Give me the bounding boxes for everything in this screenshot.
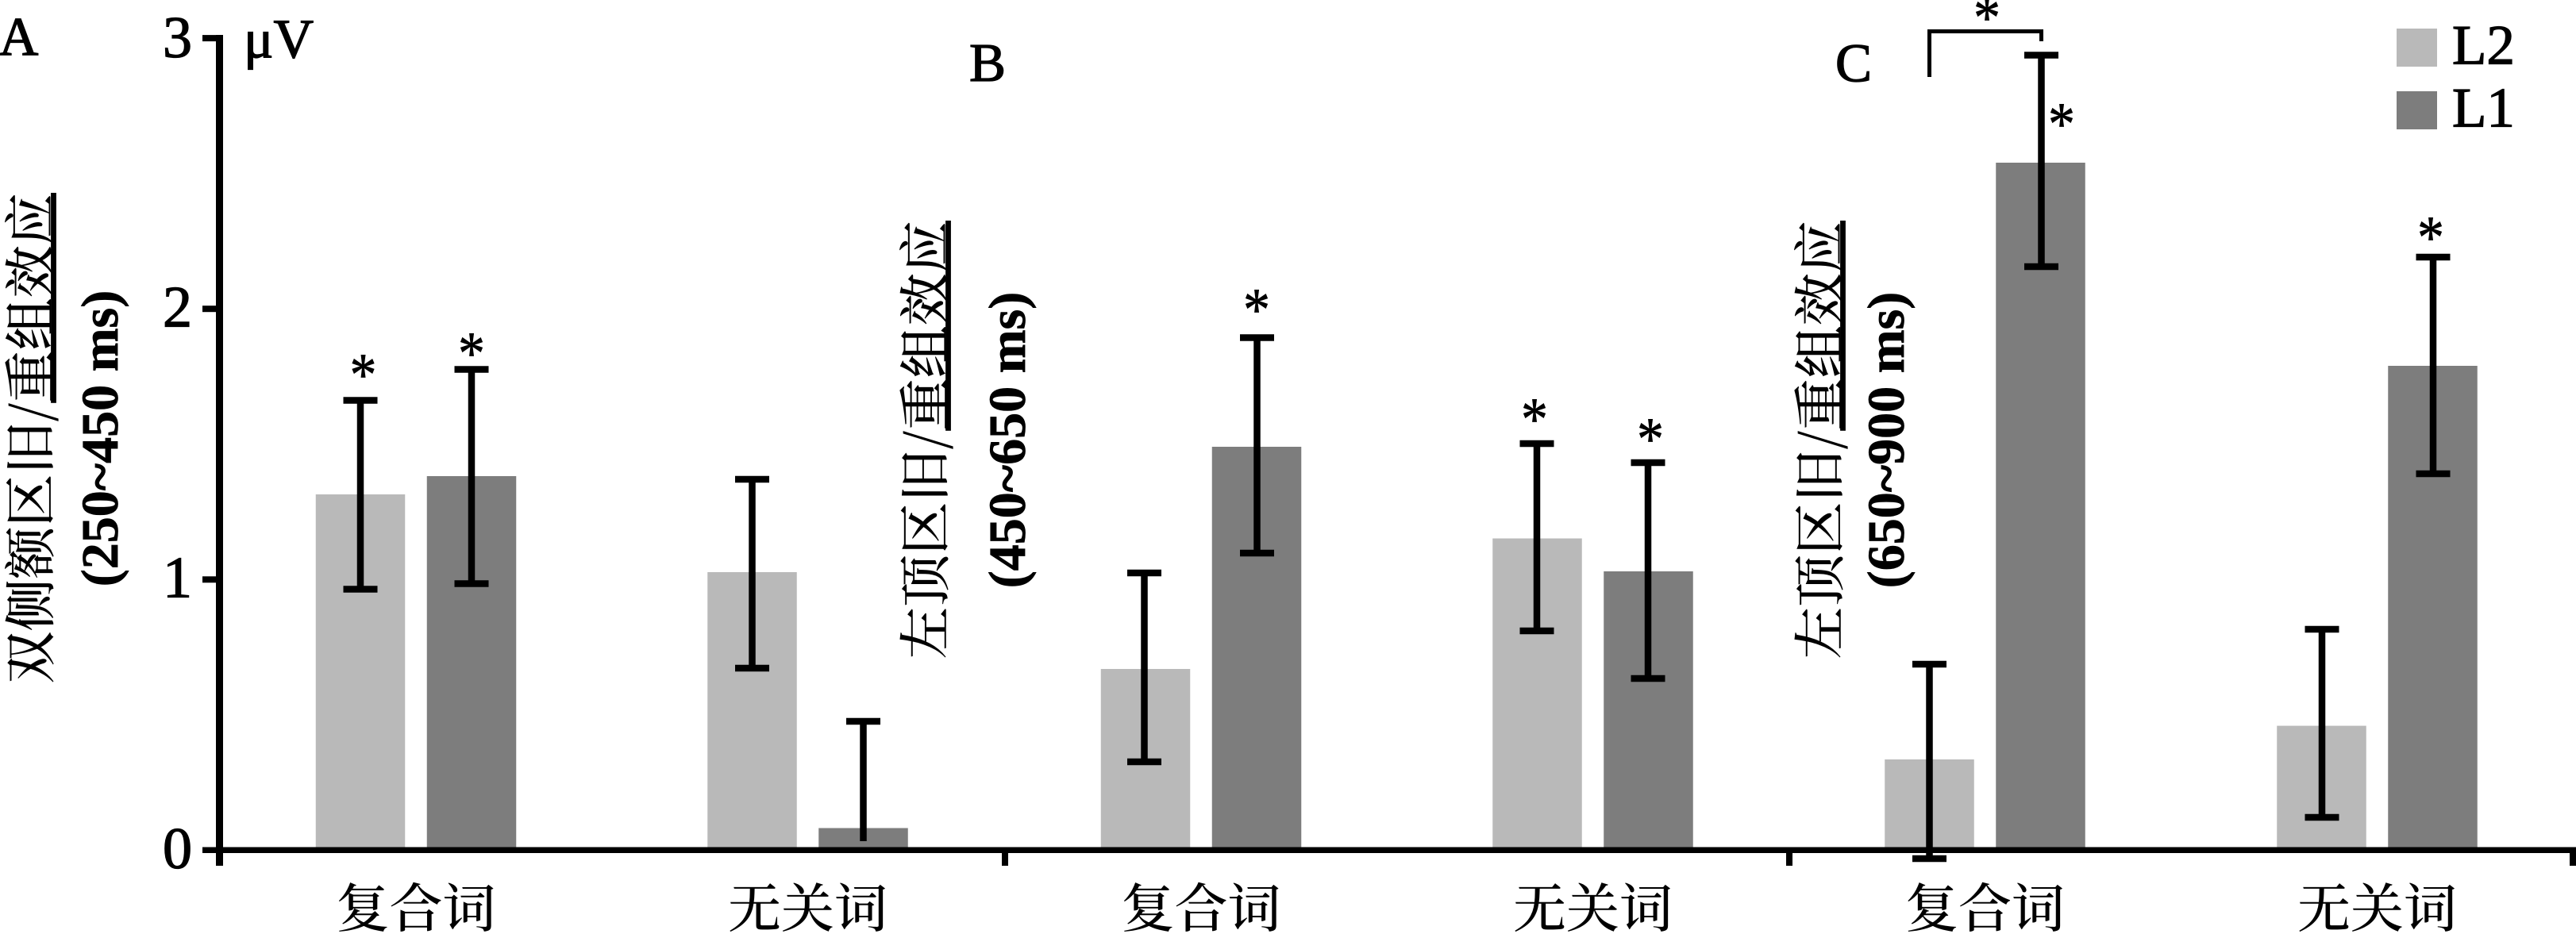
svg-text:*: * [1973, 0, 2000, 51]
svg-text:(650~900 ms): (650~900 ms) [1858, 292, 1916, 588]
svg-text:*: * [2417, 204, 2444, 271]
svg-text:0: 0 [163, 817, 192, 882]
svg-text:3: 3 [163, 6, 192, 71]
svg-text:B: B [969, 33, 1006, 93]
svg-text:*: * [350, 341, 377, 409]
svg-text:1: 1 [163, 545, 192, 610]
svg-text:C: C [1835, 33, 1872, 94]
svg-text:μV: μV [244, 10, 314, 71]
svg-text:*: * [2048, 90, 2075, 158]
svg-text:(250~450 ms): (250~450 ms) [71, 290, 129, 586]
svg-text:L2: L2 [2452, 14, 2515, 76]
svg-text:*: * [1637, 406, 1664, 473]
svg-text:*: * [1521, 386, 1548, 453]
svg-text:L1: L1 [2452, 77, 2515, 139]
svg-text:(450~650 ms): (450~650 ms) [979, 292, 1037, 588]
svg-text:*: * [458, 320, 485, 387]
svg-text:A: A [0, 6, 39, 67]
svg-text:*: * [1243, 276, 1270, 344]
svg-text:2: 2 [163, 275, 192, 340]
